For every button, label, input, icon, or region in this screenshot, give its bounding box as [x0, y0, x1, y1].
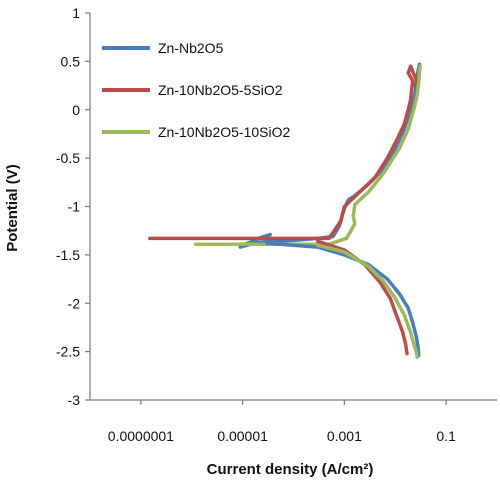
y-tick-label: 0.5 — [61, 53, 81, 69]
series-line-2 — [194, 64, 422, 246]
y-tick-label: -1 — [68, 199, 81, 215]
legend-entry: Zn-10Nb2O5-10SiO2 — [158, 124, 291, 140]
y-tick-label: -2 — [68, 295, 81, 311]
y-axis-ticks: 1 0.5 0 -0.5 -1 -1.5 -2 -2.5 -3 — [56, 5, 90, 408]
plot-area — [89, 13, 497, 401]
y-axis-label: Potential (V) — [4, 164, 21, 252]
y-tick-label: -3 — [68, 392, 81, 408]
y-tick-label: 0 — [72, 102, 80, 118]
legend-entry: Zn-Nb2O5 — [158, 40, 224, 56]
y-tick-label: -2.5 — [56, 344, 80, 360]
x-tick-label: 0.1 — [436, 428, 456, 444]
x-tick-label: 0.001 — [327, 428, 362, 444]
series-line-5 — [316, 243, 419, 360]
x-axis-label: Current density (A/cm²) — [207, 461, 374, 478]
x-tick-label: 0.00001 — [217, 428, 268, 444]
y-tick-label: -0.5 — [56, 150, 80, 166]
y-tick-label: -1.5 — [56, 247, 80, 263]
series-line-3 — [265, 241, 421, 358]
series-lines — [148, 62, 422, 360]
x-axis-ticks: 0.0000001 0.00001 0.001 0.1 — [108, 400, 456, 444]
x-tick-label: 0.0000001 — [108, 428, 174, 444]
legend: Zn-Nb2O5 Zn-10Nb2O5-5SiO2 Zn-10Nb2O5-10SiO… — [102, 40, 291, 140]
series-line-1 — [148, 64, 420, 241]
y-tick-label: 1 — [72, 5, 80, 21]
legend-entry: Zn-10Nb2O5-5SiO2 — [158, 82, 283, 98]
